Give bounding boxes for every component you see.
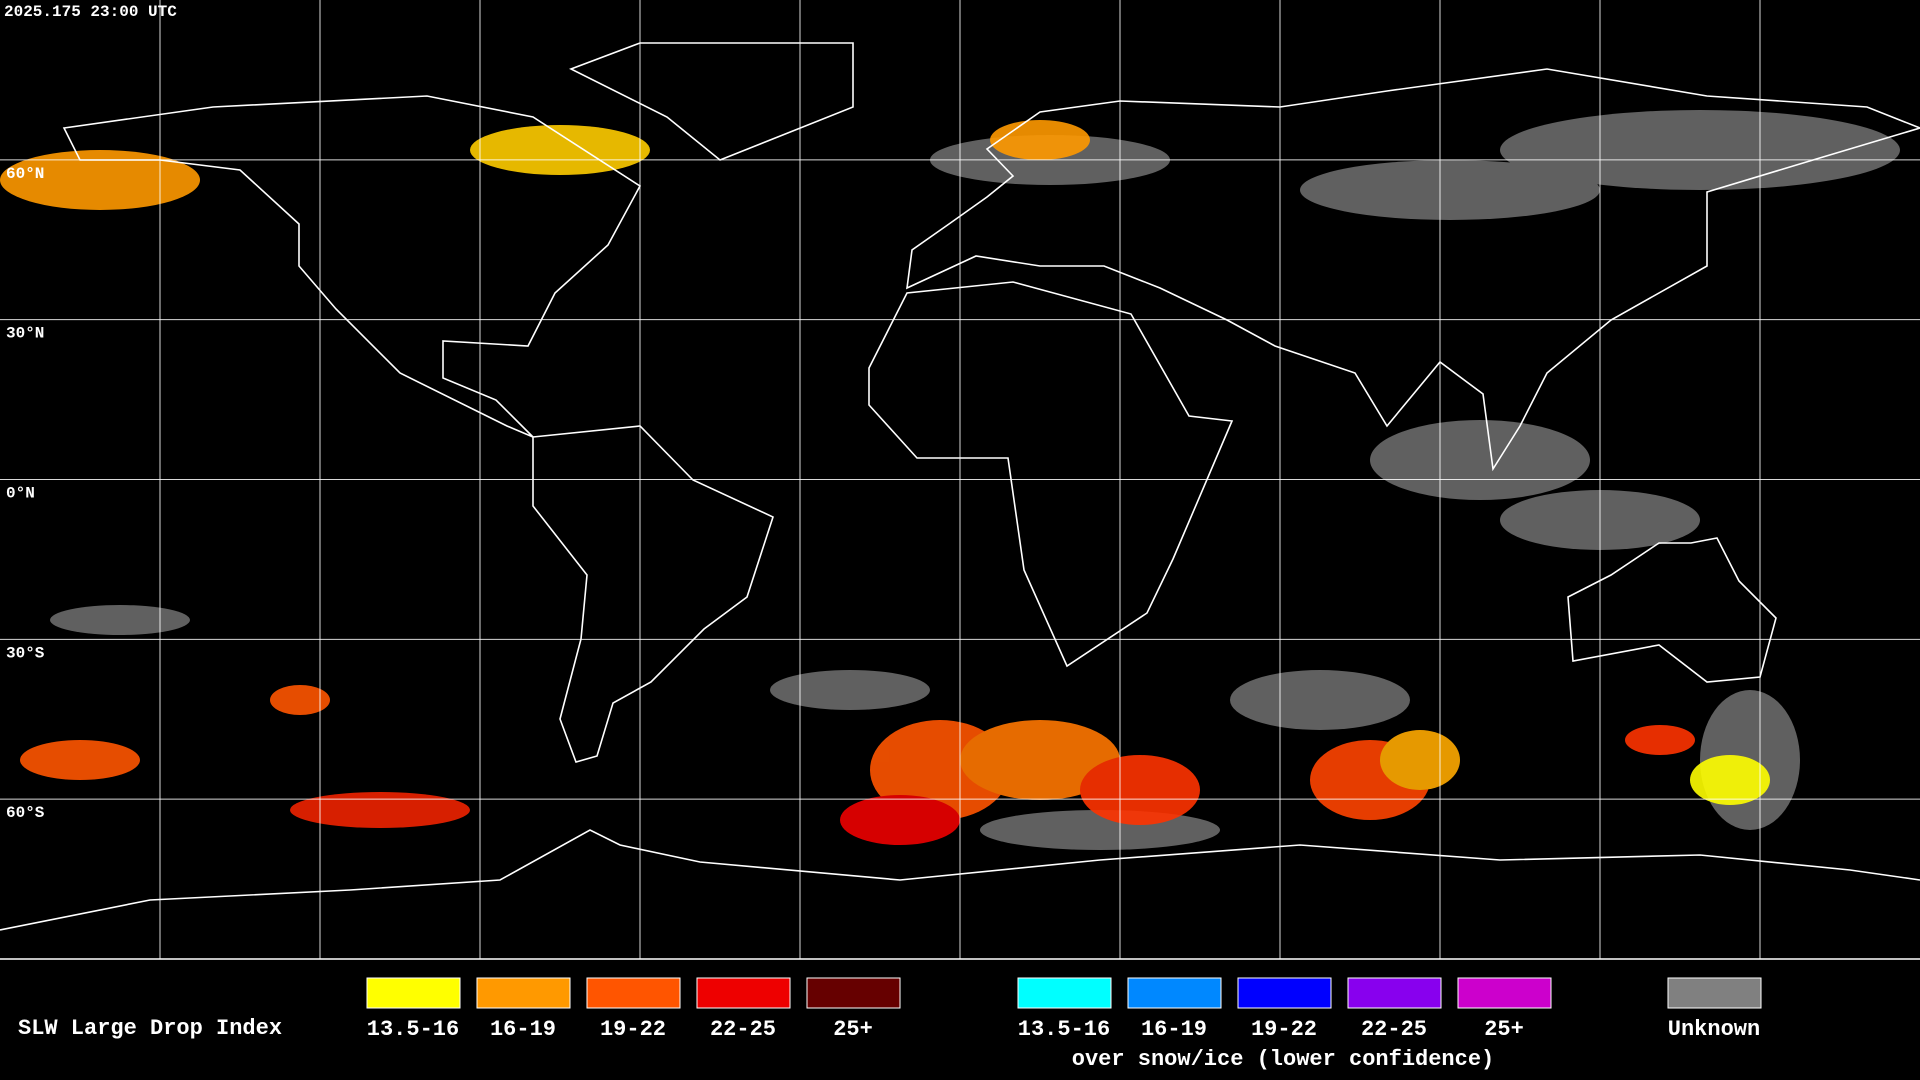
legend-swatch	[1017, 977, 1112, 1009]
legend-swatch	[366, 977, 461, 1009]
snow-ice-caption: over snow/ice (lower confidence)	[1072, 1047, 1494, 1072]
legend-swatch	[586, 977, 681, 1009]
legend-swatch	[1237, 977, 1332, 1009]
legend-label: 16-19	[1141, 1017, 1207, 1042]
legend-background	[0, 959, 1920, 1080]
legend-swatch	[806, 977, 901, 1009]
legend-swatch	[476, 977, 571, 1009]
coastlines	[0, 42, 1920, 931]
latitude-label: 0°N	[6, 485, 35, 503]
legend-title: SLW Large Drop Index	[18, 1016, 282, 1041]
latitude-label: 60°S	[6, 804, 45, 822]
legend-label: 19-22	[600, 1017, 666, 1042]
legend: 13.5-16 16-19 19-22 22-25 25+ 13.5-16 16-19 19-…	[366, 977, 1762, 1042]
legend-label: 19-22	[1251, 1017, 1317, 1042]
legend-label: 25+	[833, 1017, 873, 1042]
legend-swatch	[696, 977, 791, 1009]
latitude-label: 60°N	[6, 165, 44, 183]
legend-label: 16-19	[490, 1017, 556, 1042]
legend-swatch	[1347, 977, 1442, 1009]
legend-label: 22-25	[710, 1017, 776, 1042]
legend-swatch	[1457, 977, 1552, 1009]
legend-label: Unknown	[1668, 1017, 1760, 1042]
legend-swatch	[1667, 977, 1762, 1009]
legend-label: 13.5-16	[367, 1017, 459, 1042]
latitude-label: 30°S	[6, 644, 45, 662]
latitude-label: 30°N	[6, 325, 44, 343]
graticule	[0, 0, 1920, 959]
legend-label: 22-25	[1361, 1017, 1427, 1042]
timestamp: 2025.175 23:00 UTC	[4, 3, 177, 21]
legend-swatch	[1127, 977, 1222, 1009]
legend-label: 25+	[1484, 1017, 1524, 1042]
legend-label: 13.5-16	[1018, 1017, 1110, 1042]
